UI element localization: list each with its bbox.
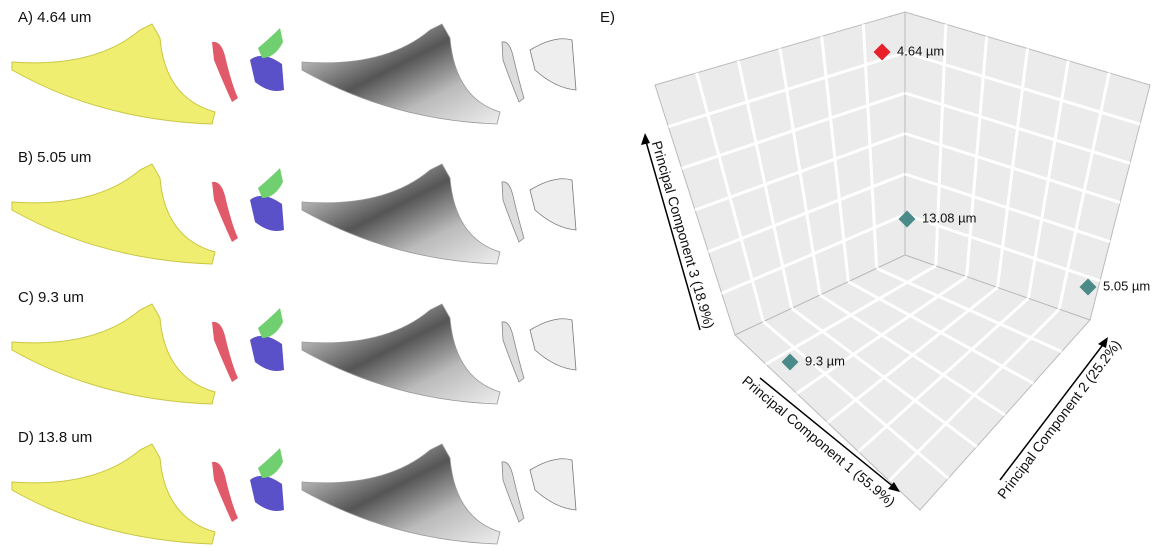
panel-a <box>12 24 576 124</box>
point-label: 4.64 µm <box>897 43 944 58</box>
panel-label: A) 4.64 um <box>18 9 91 26</box>
panel-label: E) <box>600 9 615 26</box>
panel-label: C) 9.3 um <box>18 289 84 306</box>
figure: A) 4.64 um B) 5.05 um C) 9.3 um D) 13.8 … <box>0 0 1166 551</box>
point-label: 9.3 µm <box>805 353 845 368</box>
panel-label: B) 5.05 um <box>18 149 91 166</box>
panel-c <box>12 304 576 404</box>
point-label: 13.08 µm <box>922 210 976 225</box>
point-label: 5.05 µm <box>1103 278 1150 293</box>
panel-d <box>12 444 576 544</box>
panel-label: D) 13.8 um <box>18 429 92 446</box>
pca-box <box>655 12 1150 510</box>
panel-b <box>12 164 576 264</box>
